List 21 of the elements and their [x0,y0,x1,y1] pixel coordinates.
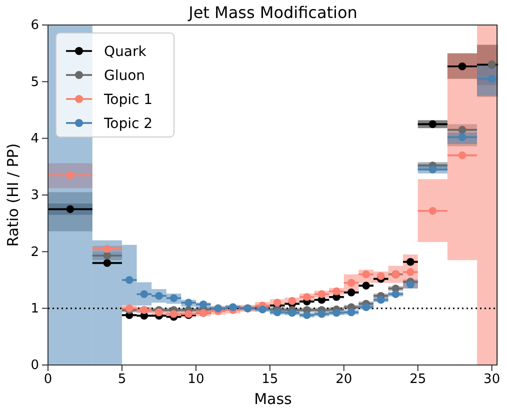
x-tick-label: 25 [410,372,426,388]
x-tick-label: 5 [118,372,126,388]
y-tick-label: 6 [30,18,39,34]
x-tick-label: 30 [484,372,500,388]
y-tick-label: 5 [30,74,39,90]
y-tick-label: 1 [30,301,39,316]
legend-label: Gluon [104,68,146,84]
x-tick-label: 10 [188,372,204,388]
y-axis-title: Ratio (HI / PP) [4,143,22,247]
x-tick-label: 0 [44,372,52,388]
x-tick-label: 20 [336,372,352,388]
y-tick-label: 0 [30,358,39,374]
y-tick-label: 3 [30,188,39,204]
chart-title: Jet Mass Modification [188,3,358,22]
legend-label: Topic 2 [103,116,153,132]
legend-label: Topic 1 [103,92,153,108]
x-axis-title: Mass [254,390,292,408]
y-tick-label: 4 [30,131,39,146]
x-tick-label: 15 [262,372,278,388]
legend-label: Quark [104,44,148,60]
y-tick-label: 2 [30,244,39,260]
